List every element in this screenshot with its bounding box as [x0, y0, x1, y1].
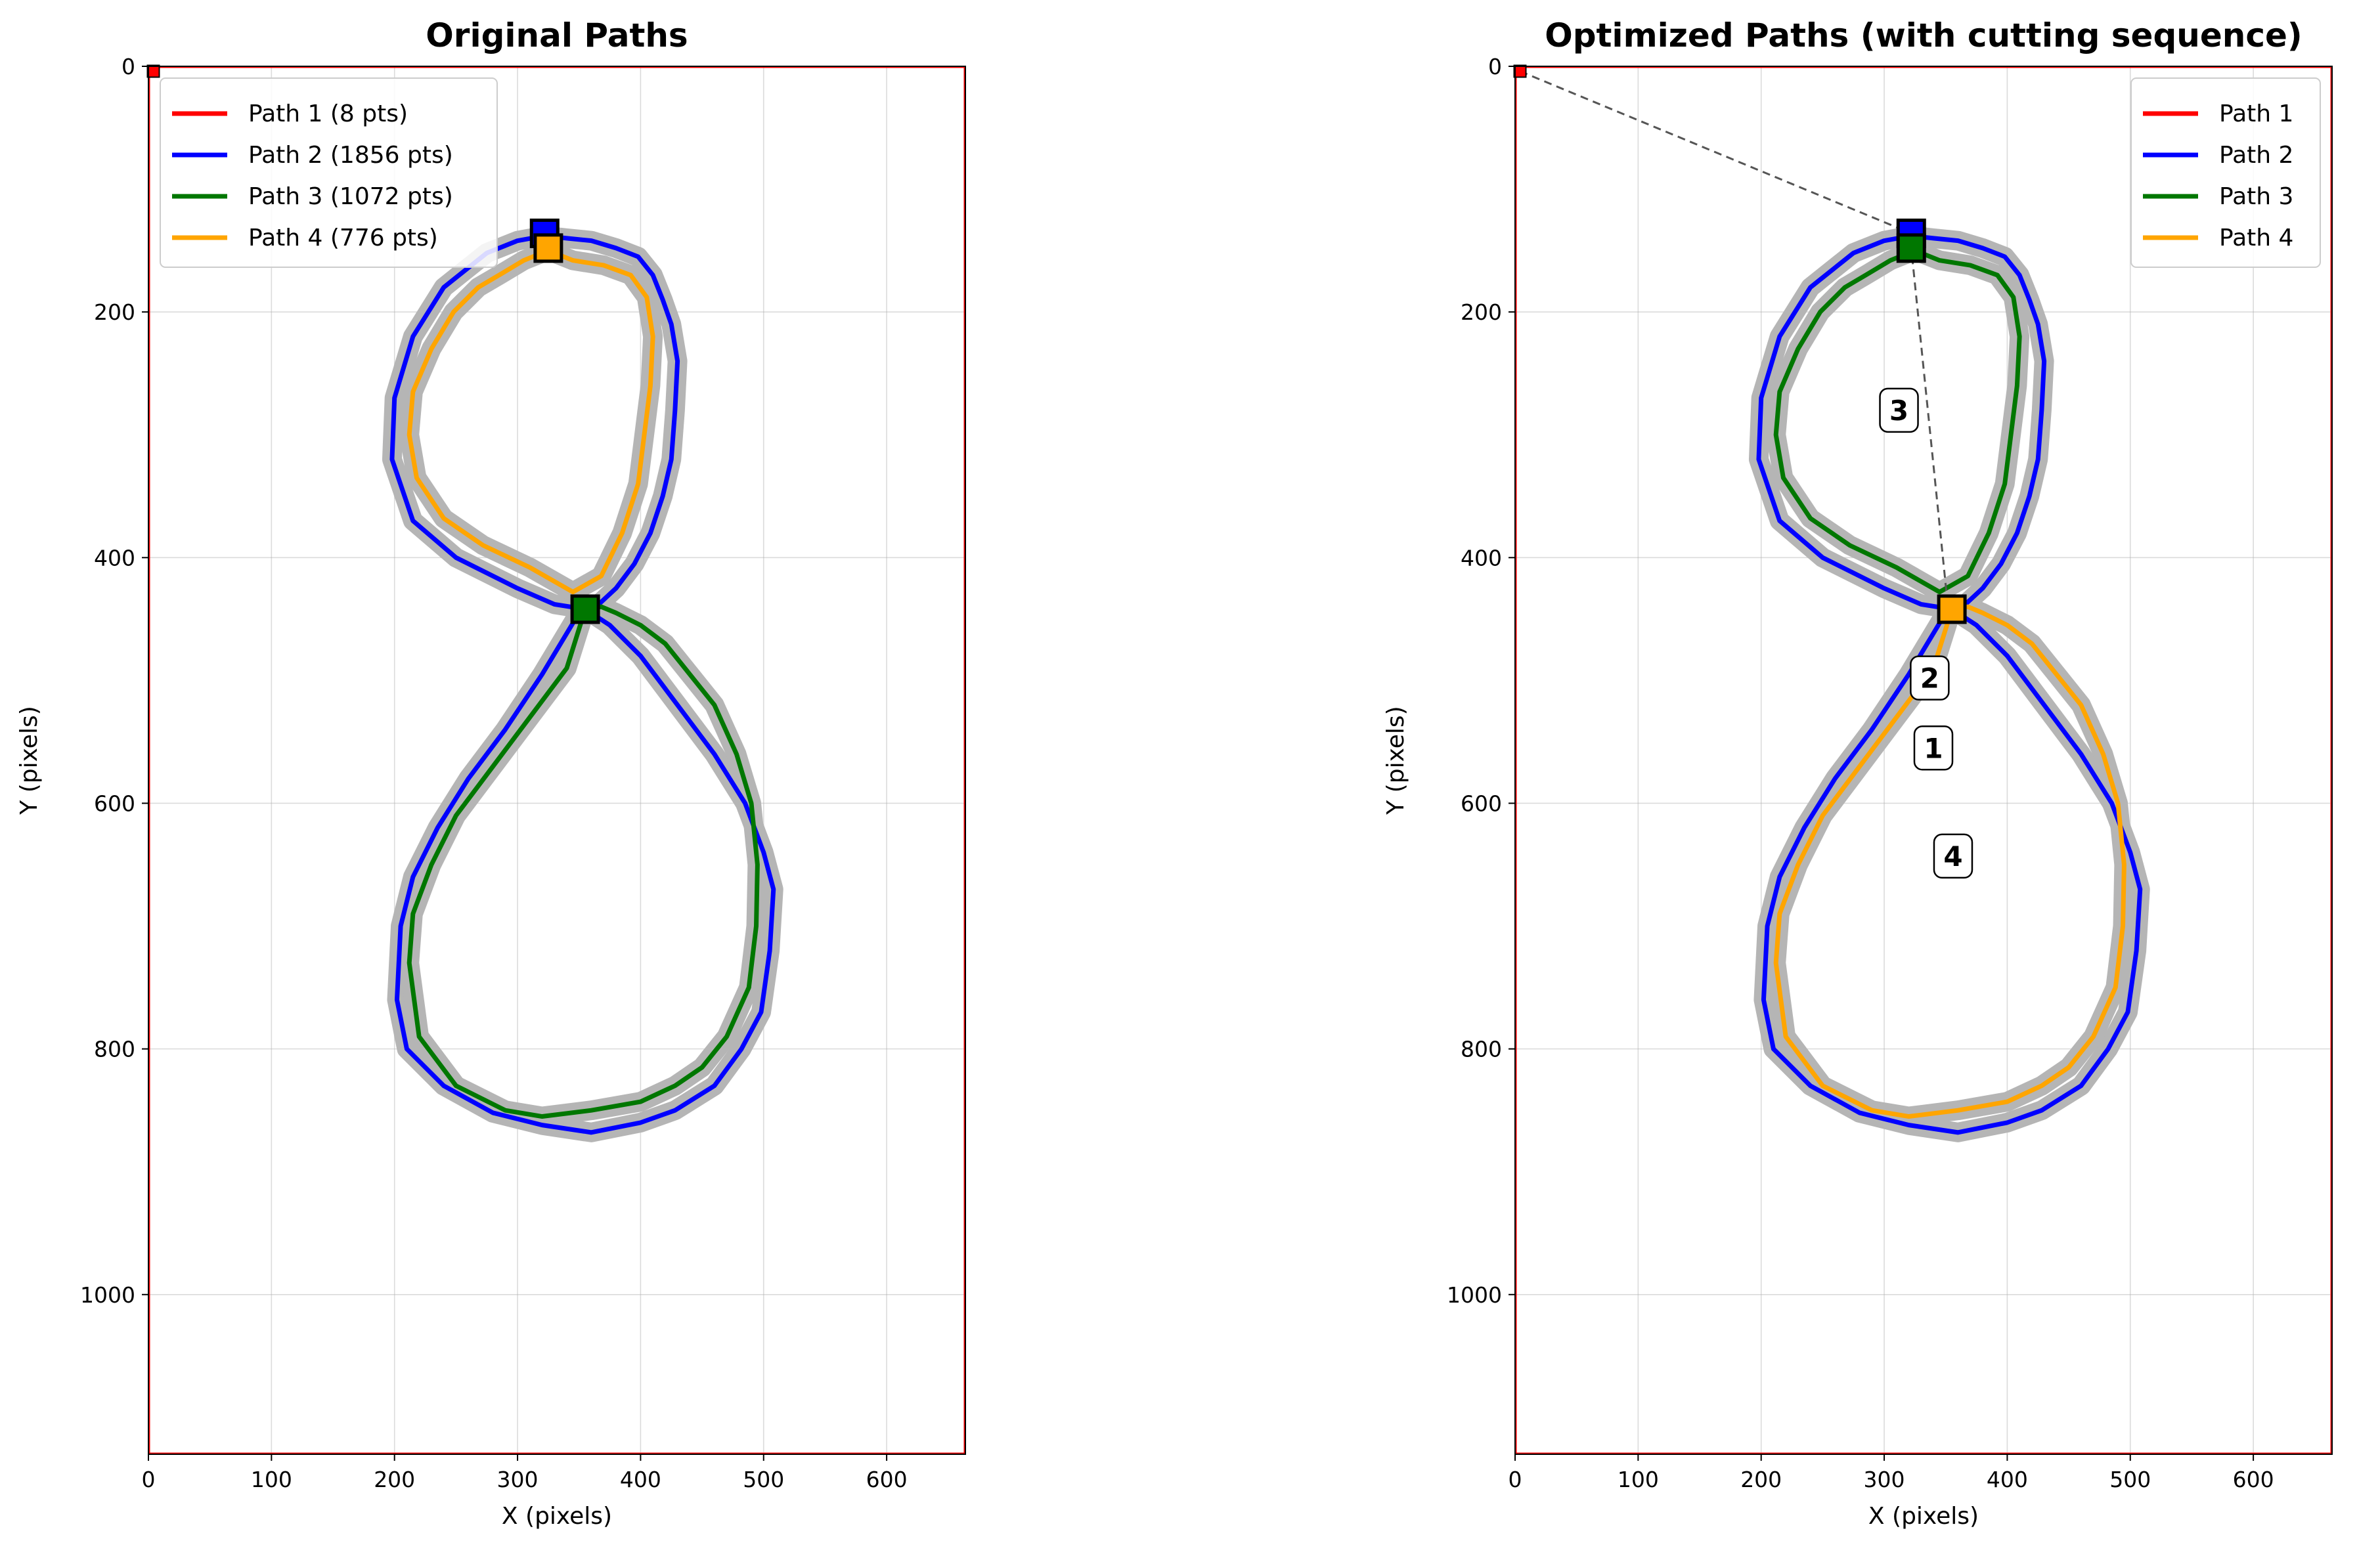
- sequence-label-1: 1: [1913, 725, 1954, 771]
- legend-item-1: Path 1: [2143, 100, 2293, 127]
- legend-box: [160, 77, 498, 268]
- start-marker-4: [1937, 594, 1967, 624]
- x-tick-label: 0: [1509, 1467, 1522, 1492]
- x-tick-label: 100: [1618, 1467, 1659, 1492]
- chart-panel-2: 3 2 1 4 0 100 200 300 400 500 600 0 200 400 600 800 1000…: [1382, 16, 2333, 1530]
- sequence-label-box: [1910, 655, 1950, 701]
- legend-item-1: Path 1 (8 pts): [172, 100, 408, 127]
- y-tick-label: 800: [1461, 1037, 1502, 1062]
- y-tick-label: 600: [94, 790, 135, 816]
- legend-label: Path 1: [2219, 100, 2293, 127]
- sequence-label-text: 3: [1889, 395, 1908, 427]
- sequence-label-text: 2: [1920, 662, 1939, 695]
- series-line-3: [407, 604, 760, 1119]
- y-tick-label: 800: [94, 1037, 135, 1062]
- y-tick-label: 200: [94, 299, 135, 325]
- sequence-label-text: 4: [1943, 840, 1962, 873]
- legend-item-4: Path 4 (776 pts): [172, 225, 438, 251]
- start-marker-1: [1513, 64, 1527, 78]
- start-marker-4: [533, 233, 563, 263]
- series-line-3: [1773, 248, 2022, 595]
- x-tick-label: 500: [743, 1467, 784, 1492]
- series-line-2: [1756, 233, 2143, 1135]
- x-axis-label: X (pixels): [502, 1503, 612, 1530]
- sequence-label-box: [1933, 833, 1973, 879]
- sequence-label-box: [1879, 387, 1919, 433]
- y-tick-label: 400: [94, 545, 135, 571]
- legend-label: Path 2: [2219, 142, 2293, 169]
- y-axis-label: Y (pixels): [16, 706, 43, 815]
- grid: [1514, 66, 2332, 1454]
- x-tick-label: 200: [374, 1467, 415, 1492]
- x-tick-label: 300: [497, 1467, 539, 1492]
- legend-box: [2130, 77, 2321, 268]
- sequence-label-3: 3: [1879, 387, 1919, 433]
- legend-item-3: Path 3 (1072 pts): [172, 183, 453, 210]
- legend-item-3: Path 3: [2143, 183, 2293, 210]
- axes-frame: [148, 66, 966, 1455]
- series-line-4: [407, 248, 655, 595]
- legend-item-4: Path 4: [2143, 225, 2293, 251]
- x-tick-label: 200: [1740, 1467, 1782, 1492]
- sequence-label-text: 1: [1924, 732, 1943, 764]
- sequence-label-box: [1913, 725, 1954, 771]
- x-tick-label: 400: [1987, 1467, 2028, 1492]
- legend-label: Path 4: [2219, 225, 2293, 251]
- y-tick-label: 0: [1488, 54, 1502, 79]
- start-marker-3: [1896, 233, 1926, 263]
- x-axis-label: X (pixels): [1868, 1503, 1979, 1530]
- y-tick-label: 400: [1461, 545, 1502, 571]
- series-line-4: [1773, 604, 2127, 1119]
- sequence-label-4: 4: [1933, 833, 1973, 879]
- y-tick-label: 200: [1461, 299, 1502, 325]
- x-tick-label: 0: [142, 1467, 156, 1492]
- travel-move-line: [1519, 70, 1949, 610]
- legend-label: Path 3: [2219, 183, 2293, 210]
- legend-item-2: Path 2 (1856 pts): [172, 142, 453, 169]
- legend-item-2: Path 2: [2143, 142, 2293, 169]
- y-tick-label: 600: [1461, 790, 1502, 816]
- legend-label: Path 3 (1072 pts): [248, 183, 453, 210]
- legend: Path 1 (8 pts) Path 2 (1856 pts) Path 3 (1…: [160, 77, 498, 268]
- x-tick-label: 600: [866, 1467, 908, 1492]
- sequence-label-2: 2: [1910, 655, 1950, 701]
- chart-panel-1: 0 100 200 300 400 500 600 0 200 400 600 800 1000 Orig…: [16, 16, 966, 1530]
- x-tick-label: 400: [620, 1467, 661, 1492]
- chart-title: Optimized Paths (with cutting sequence): [1545, 16, 2303, 54]
- y-tick-label: 1000: [1447, 1282, 1502, 1308]
- axes-frame: [1514, 66, 2333, 1455]
- legend: Path 1 Path 2 Path 3 Path 4: [2130, 77, 2321, 268]
- start-marker-3: [570, 594, 600, 624]
- x-tick-label: 100: [251, 1467, 292, 1492]
- x-tick-label: 600: [2233, 1467, 2274, 1492]
- x-tick-label: 500: [2109, 1467, 2151, 1492]
- y-axis-label: Y (pixels): [1382, 706, 1409, 815]
- series-line-2: [389, 233, 776, 1135]
- legend-label: Path 4 (776 pts): [248, 225, 438, 251]
- y-tick-label: 0: [121, 54, 135, 79]
- legend-label: Path 1 (8 pts): [248, 100, 408, 127]
- plot-area: [148, 66, 965, 1454]
- chart-title: Original Paths: [426, 16, 688, 54]
- start-marker-1: [146, 64, 160, 78]
- y-tick-label: 1000: [80, 1282, 135, 1308]
- plot-area: [1515, 66, 2332, 1454]
- legend-label: Path 2 (1856 pts): [248, 142, 453, 169]
- x-tick-label: 300: [1864, 1467, 1905, 1492]
